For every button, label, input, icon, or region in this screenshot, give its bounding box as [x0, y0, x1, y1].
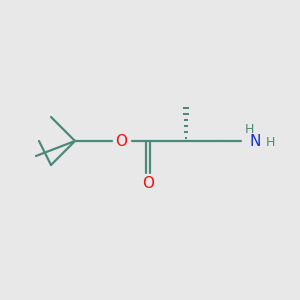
- Text: H: H: [245, 123, 254, 136]
- Bar: [113, 133, 130, 149]
- Bar: [242, 127, 268, 152]
- Text: N: N: [249, 134, 261, 148]
- Text: H: H: [266, 136, 275, 149]
- Bar: [141, 174, 159, 190]
- Text: O: O: [142, 176, 154, 191]
- Text: O: O: [116, 134, 128, 148]
